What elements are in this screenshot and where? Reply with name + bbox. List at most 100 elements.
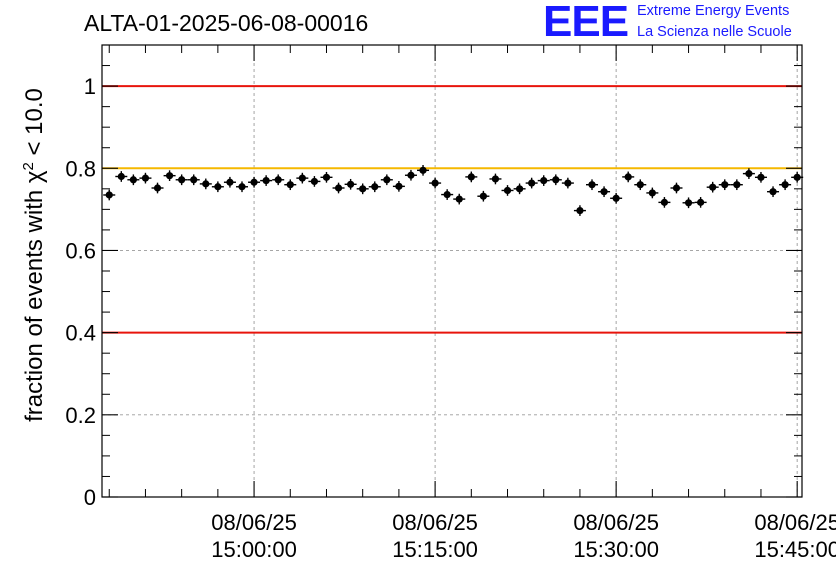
data-point	[404, 169, 417, 181]
y-tick-label: 0.8	[65, 156, 96, 181]
point-marker	[202, 180, 210, 188]
point-marker	[322, 173, 331, 181]
data-point	[634, 179, 647, 191]
point-marker	[274, 176, 282, 184]
point-marker	[165, 172, 174, 180]
point-marker	[781, 181, 789, 189]
data-point	[417, 164, 430, 176]
point-marker	[117, 172, 125, 181]
data-point	[453, 193, 466, 205]
data-point	[260, 175, 273, 186]
point-marker	[503, 186, 512, 195]
point-marker	[552, 176, 560, 184]
point-marker	[238, 183, 246, 191]
point-marker	[419, 166, 427, 174]
data-point	[368, 181, 381, 193]
data-point	[211, 181, 224, 193]
data-point	[356, 183, 369, 195]
point-marker	[262, 177, 270, 185]
y-tick-label: 1	[84, 74, 96, 99]
point-marker	[250, 178, 258, 186]
chart-title: ALTA-01-2025-06-08-00016	[84, 10, 369, 36]
data-point	[646, 187, 659, 199]
point-marker	[684, 199, 693, 207]
data-point	[718, 179, 731, 191]
y-tick-label: 0.2	[65, 403, 96, 428]
point-marker	[310, 177, 319, 186]
data-point	[308, 176, 321, 187]
data-point	[163, 170, 176, 182]
data-point	[694, 197, 707, 208]
x-tick-label-time: 15:45:00	[754, 537, 836, 562]
point-marker	[455, 195, 463, 203]
point-marker	[600, 188, 608, 196]
point-marker	[298, 174, 306, 182]
point-marker	[515, 185, 524, 193]
data-point	[380, 174, 393, 186]
point-marker	[612, 194, 620, 202]
point-marker	[745, 170, 753, 178]
data-point	[767, 186, 780, 198]
x-tick-label-date: 08/06/25	[211, 510, 297, 535]
data-point	[187, 174, 200, 186]
data-point	[742, 168, 755, 179]
data-point	[622, 171, 635, 183]
tick-labels: 00.20.40.60.8108/06/2515:00:0008/06/2515…	[65, 74, 836, 562]
data-point	[344, 178, 357, 190]
y-axis-label-exponent: 2	[20, 162, 37, 171]
data-point	[284, 179, 297, 191]
point-marker	[793, 173, 801, 181]
axis-ticks	[102, 45, 802, 498]
data-point	[332, 182, 345, 194]
data-point	[791, 171, 804, 183]
data-point	[139, 172, 152, 184]
y-axis-label: fraction of events with χ2 < 10.0	[20, 55, 52, 455]
point-marker	[491, 175, 500, 183]
data-point	[115, 171, 128, 182]
data-point	[501, 185, 514, 196]
y-tick-label: 0	[84, 485, 96, 510]
point-marker	[479, 192, 487, 200]
point-marker	[190, 176, 198, 184]
data-point	[573, 205, 586, 216]
data-point	[465, 171, 478, 183]
data-point	[682, 197, 695, 209]
data-point	[525, 177, 538, 189]
data-point	[586, 179, 598, 191]
y-tick-label: 0.6	[65, 238, 96, 263]
data-point	[670, 182, 683, 194]
data-point	[658, 197, 671, 208]
point-marker	[636, 181, 644, 189]
point-marker	[347, 180, 355, 188]
data-point	[223, 176, 236, 188]
data-point	[103, 189, 116, 201]
data-point	[598, 186, 611, 198]
data-point	[561, 177, 574, 189]
data-point	[549, 174, 562, 186]
data-point	[730, 179, 743, 191]
data-point	[320, 171, 333, 183]
point-marker	[443, 190, 451, 199]
x-tick-label-date: 08/06/25	[392, 510, 478, 535]
point-marker	[660, 198, 669, 206]
point-marker	[214, 183, 222, 191]
data-point	[199, 178, 212, 190]
point-marker	[129, 176, 137, 184]
grid-lines	[102, 45, 802, 497]
point-marker	[407, 171, 415, 179]
data-point	[296, 172, 309, 184]
data-point	[248, 176, 261, 188]
x-tick-label-date: 08/06/25	[573, 510, 659, 535]
data-point	[779, 179, 792, 191]
point-marker	[769, 188, 777, 196]
logo-line-1: Extreme Energy Events	[637, 3, 790, 19]
data-point	[151, 182, 164, 194]
y-axis-label-part1: fraction of events with	[21, 183, 48, 422]
x-tick-label-time: 15:15:00	[392, 537, 478, 562]
data-point	[610, 192, 623, 204]
point-marker	[721, 181, 729, 189]
point-marker	[564, 179, 572, 187]
point-marker	[226, 178, 234, 186]
y-axis-label-chi: χ	[21, 170, 48, 184]
